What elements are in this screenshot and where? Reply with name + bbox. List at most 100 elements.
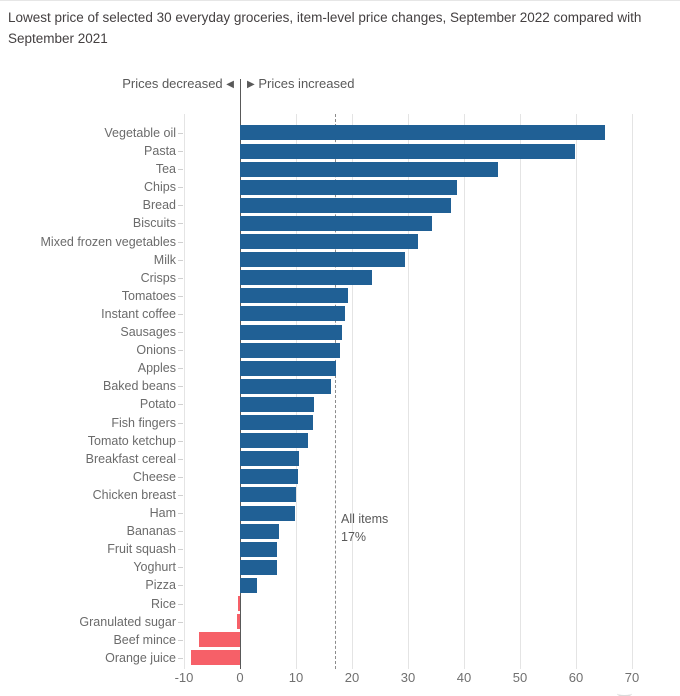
- bar: [240, 396, 314, 412]
- category-tick: [178, 513, 183, 514]
- bar: [240, 324, 343, 340]
- category-label: Tomatoes: [121, 288, 176, 303]
- gridline: [576, 114, 577, 669]
- category-label: Fruit squash: [107, 542, 176, 557]
- category-tick: [178, 169, 183, 171]
- all-items-annotation: All items 17%: [341, 510, 388, 546]
- category-tick: [178, 368, 183, 370]
- gridline: [408, 114, 409, 669]
- bar: [240, 234, 418, 249]
- bar: [240, 125, 606, 141]
- category-label: Ham: [149, 506, 176, 520]
- bar: [237, 596, 240, 611]
- category-label: Onions: [136, 343, 176, 358]
- bar: [240, 252, 405, 268]
- gridline: [352, 114, 353, 669]
- category-tick: [178, 386, 183, 388]
- category-label: Chips: [144, 180, 176, 195]
- category-tick: [178, 277, 183, 279]
- x-tick-label: -10: [174, 670, 194, 685]
- x-tick-label: 0: [236, 670, 244, 685]
- bar: [240, 541, 277, 557]
- gridline: [184, 114, 185, 669]
- bar: [240, 215, 433, 231]
- x-tick-label: 60: [568, 670, 584, 685]
- bar: [240, 487, 296, 503]
- category-label: Yoghurt: [133, 560, 176, 575]
- category-label: Bananas: [126, 524, 176, 539]
- category-label: Milk: [153, 252, 176, 267]
- category-tick: [178, 151, 183, 152]
- category-tick: [178, 313, 183, 315]
- category-tick: [178, 549, 183, 551]
- bar: [240, 342, 341, 358]
- bar: [240, 523, 280, 539]
- category-tick: [178, 350, 183, 352]
- category-tick: [178, 332, 183, 333]
- category-tick: [178, 531, 183, 533]
- category-label: Fish fingers: [111, 415, 176, 430]
- bar: [240, 577, 258, 593]
- category-label: Orange juice: [105, 650, 176, 665]
- category-label: Biscuits: [132, 216, 176, 231]
- bar: [240, 415, 313, 430]
- gridline: [520, 114, 521, 669]
- category-tick: [178, 404, 183, 406]
- category-tick: [178, 476, 183, 478]
- bar: [240, 559, 277, 575]
- category-label: Baked beans: [103, 379, 176, 394]
- bar: [237, 614, 240, 630]
- category-tick: [178, 567, 183, 569]
- category-tick: [178, 494, 183, 496]
- category-tick: [178, 657, 183, 659]
- x-tick-label: 20: [344, 670, 360, 685]
- category-tick: [178, 241, 183, 243]
- gridline: [464, 114, 465, 669]
- bar: [240, 433, 308, 449]
- gridline: [632, 114, 633, 669]
- category-tick: [178, 187, 183, 189]
- chart-title: Lowest price of selected 30 everyday gro…: [8, 10, 642, 46]
- bar: [240, 306, 345, 322]
- category-label: Potato: [139, 397, 176, 412]
- left-arrow-icon: ◀: [226, 79, 234, 90]
- category-tick: [178, 603, 183, 605]
- category-label: Cheese: [132, 469, 176, 484]
- category-label: Instant coffee: [101, 306, 176, 321]
- category-tick: [178, 223, 183, 225]
- x-tick-label: 50: [512, 670, 528, 685]
- x-tick-label: 30: [400, 670, 416, 685]
- right-arrow-icon: ▶: [247, 79, 255, 90]
- category-label: Pizza: [145, 578, 176, 593]
- category-tick: [178, 440, 183, 442]
- x-tick-label: 10: [288, 670, 304, 685]
- category-tick: [178, 458, 183, 460]
- category-tick: [178, 585, 183, 587]
- bar: [240, 360, 337, 376]
- bar: [240, 378, 331, 394]
- category-label: Crisps: [140, 270, 176, 285]
- bar: [240, 469, 299, 485]
- category-tick: [178, 639, 183, 641]
- direction-legend-decreased: Prices decreased ◀: [0, 76, 234, 91]
- bar: [199, 632, 240, 648]
- category-label: Mixed frozen vegetables: [40, 234, 177, 249]
- x-tick-label: 40: [456, 670, 472, 685]
- category-label: Vegetable oil: [104, 125, 176, 140]
- category-label: Rice: [150, 596, 176, 611]
- bar: [240, 179, 457, 195]
- bar: [240, 451, 299, 467]
- prices-decreased-label: Prices decreased: [122, 76, 223, 91]
- direction-legend-increased: ▶ Prices increased: [247, 76, 354, 91]
- category-label: Pasta: [144, 144, 176, 158]
- cropped-artifact: [617, 690, 632, 696]
- category-label: Beef mince: [113, 632, 176, 647]
- bar: [240, 270, 373, 286]
- category-tick: [178, 205, 183, 207]
- all-items-reference-line: [335, 114, 337, 669]
- category-label: Chicken breast: [92, 487, 176, 502]
- category-tick: [178, 621, 183, 623]
- bar: [240, 143, 576, 159]
- category-tick: [178, 422, 183, 424]
